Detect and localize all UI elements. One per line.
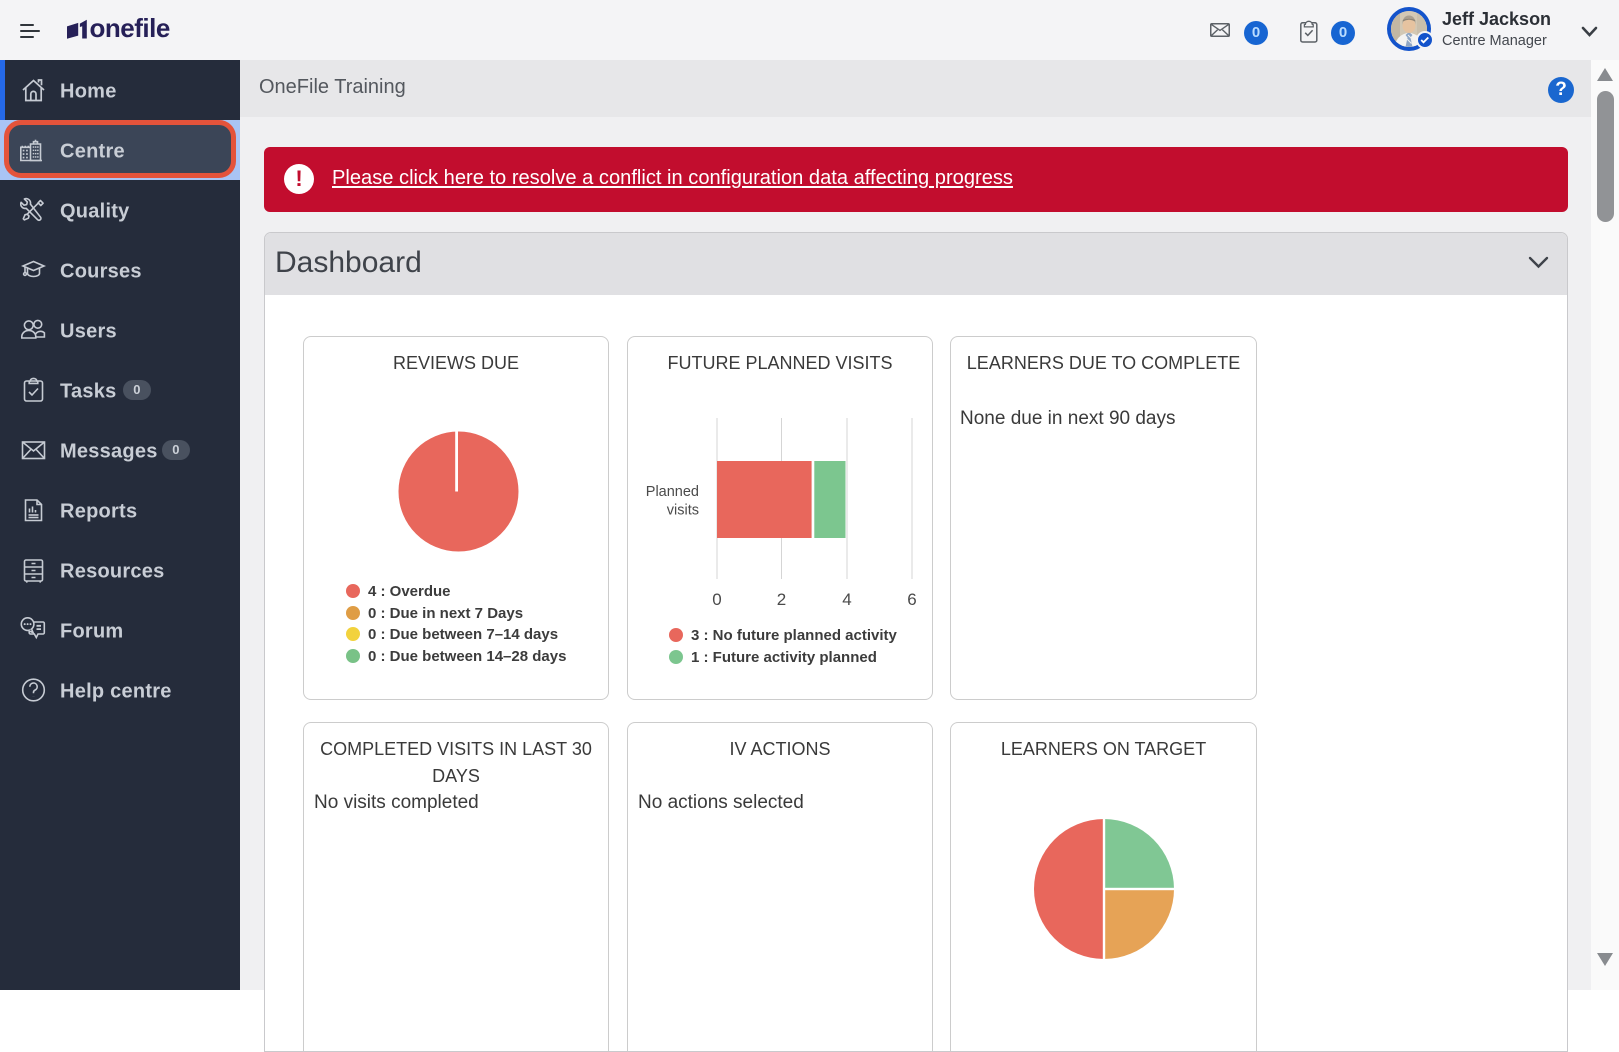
svg-text:4: 4 [842,590,851,609]
svg-text:onefile: onefile [90,16,170,43]
svg-text:visits: visits [667,503,699,519]
svg-text:2: 2 [777,590,786,609]
svg-text:0: 0 [712,590,721,609]
svg-text:Planned: Planned [646,484,699,500]
svg-text:6: 6 [907,590,916,609]
